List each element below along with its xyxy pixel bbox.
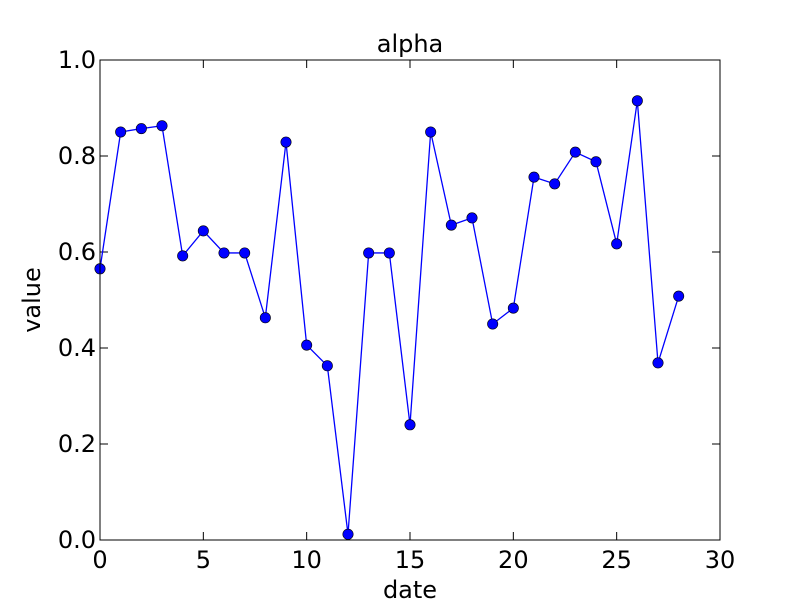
x-tick-label: 15 [395,546,426,574]
data-point [507,302,519,314]
data-point [280,136,292,148]
axis-ticks: 0 5 10 15 20 25 30 0.0 0.2 0.4 0.6 0.8 1.0 [58,46,735,574]
data-point [135,123,147,135]
plot-frame [99,59,721,541]
x-axis-title: date [383,576,437,600]
x-tick-label: 20 [498,546,529,574]
data-point [590,156,602,168]
chart-title: alpha [377,30,444,58]
data-point [549,178,561,190]
data-point [466,212,478,224]
data-point [569,146,581,158]
y-axis-title: value [18,267,46,333]
data-point [342,528,354,540]
data-point [197,225,209,237]
data-point [259,312,271,324]
data-point [631,95,643,107]
data-point [487,318,499,330]
data-point [425,126,437,138]
data-point [115,126,127,138]
series-line [99,100,680,535]
y-tick-label: 0.8 [58,142,96,170]
y-tick-label: 0.4 [58,334,96,362]
data-point [363,247,375,259]
series-group [94,95,685,540]
data-point [218,247,230,259]
data-point [652,357,664,369]
data-point [301,339,313,351]
data-point [404,419,416,431]
data-point [321,360,333,372]
y-tick-label: 0.2 [58,430,96,458]
y-tick-label: 1.0 [58,46,96,74]
x-tick-label: 5 [196,546,211,574]
data-point [177,250,189,262]
data-point [383,247,395,259]
x-tick-label: 0 [92,546,107,574]
data-point [239,247,251,259]
data-point [156,120,168,132]
y-tick-label: 0.0 [58,526,96,554]
x-tick-label: 30 [705,546,736,574]
data-point [673,290,685,302]
x-tick-label: 10 [291,546,322,574]
data-point [611,238,623,250]
x-tick-label: 25 [601,546,632,574]
data-point [445,219,457,231]
data-point [528,171,540,183]
y-tick-label: 0.6 [58,238,96,266]
